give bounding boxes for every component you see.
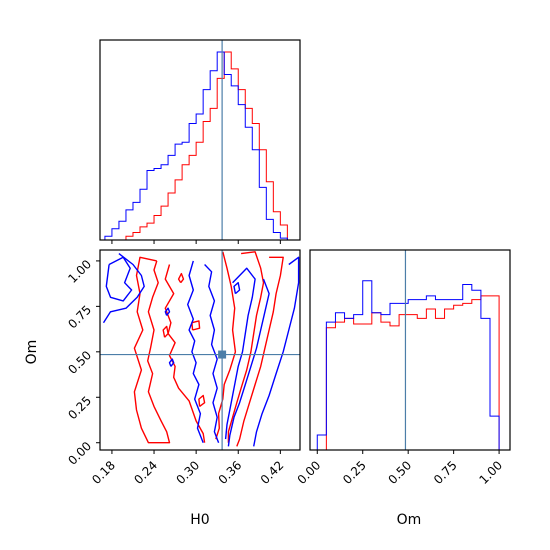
contour-red-8 [198, 394, 206, 407]
h0-histogram-panel [99, 39, 301, 244]
contour-red-6 [177, 272, 185, 284]
x-axis-label-om: Om [397, 512, 422, 528]
truth-marker [218, 350, 227, 359]
contour-blue-11 [187, 260, 204, 443]
contour-frame [99, 249, 301, 451]
contour-blue-13 [224, 267, 256, 440]
h0-tick-label: 0.36 [216, 458, 245, 487]
om-hist-tick-label: 0.25 [340, 458, 369, 487]
om-hist-tick-label: 0.00 [295, 458, 324, 487]
contour-blue-12 [204, 264, 220, 443]
contour-red-3 [227, 251, 265, 443]
om-tick-label: 0.75 [65, 303, 94, 332]
contour-red-1 [164, 264, 206, 443]
x-axis-label-h0: H0 [190, 512, 209, 528]
contour-lines [102, 251, 300, 447]
contour-blue-18 [164, 307, 171, 316]
h0-tick-label: 0.18 [89, 458, 118, 487]
om-hist-tick-label: 0.75 [431, 458, 460, 487]
om-tick-label: 1.00 [65, 257, 94, 286]
h0-hist-red [104, 51, 295, 241]
om-hist-blue [316, 280, 500, 450]
contour-red-2 [215, 251, 237, 440]
h0-tick-label: 0.24 [131, 458, 160, 487]
om-hist-tick-label: 1.00 [476, 458, 505, 487]
h0-om-contour-panel: 0.18 0.24 0.30 0.36 0.42 0.00 0.25 0.50 0.75 1.00 [65, 249, 301, 487]
contour-blue-17 [168, 358, 175, 367]
h0-hist-frame [99, 39, 301, 241]
om-hist-frame [309, 249, 511, 451]
h0-tick-label: 0.30 [173, 458, 202, 487]
contour-blue-9 [105, 256, 133, 302]
y-axis-label-om: Om [24, 340, 40, 365]
h0-tick-label: 0.42 [258, 458, 287, 487]
om-histogram-panel: 0.00 0.25 0.50 0.75 1.00 [295, 249, 511, 487]
om-hist-tick-label: 0.50 [386, 458, 415, 487]
om-hist-red [317, 295, 500, 451]
contour-red-0 [133, 256, 171, 444]
om-tick-label: 0.50 [65, 348, 94, 377]
om-tick-label: 0.00 [65, 439, 94, 468]
contour-red-4 [236, 256, 284, 447]
contour-blue-16 [233, 282, 241, 295]
contour-blue-14 [227, 278, 270, 447]
contour-blue-10 [102, 253, 145, 324]
contour-red-5 [162, 325, 169, 338]
contour-blue-15 [253, 256, 300, 447]
h0-hist-blue [104, 51, 295, 241]
om-tick-label: 0.25 [65, 393, 94, 422]
contour-red-7 [191, 320, 201, 331]
